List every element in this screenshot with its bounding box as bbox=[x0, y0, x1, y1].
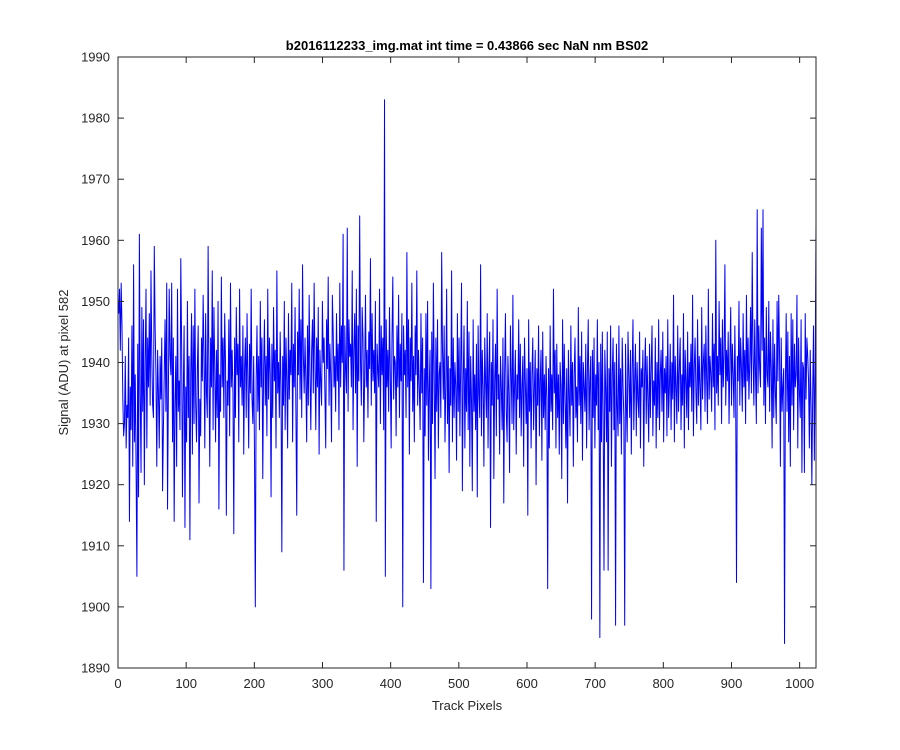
x-tick-label: 500 bbox=[448, 676, 470, 691]
y-tick-label: 1900 bbox=[81, 599, 110, 614]
series-layer bbox=[118, 99, 817, 645]
x-tick-label: 800 bbox=[652, 676, 674, 691]
y-tick-label: 1910 bbox=[81, 538, 110, 553]
y-tick-label: 1990 bbox=[81, 50, 110, 65]
y-tick-label: 1890 bbox=[81, 661, 110, 676]
y-tick-label: 1970 bbox=[81, 172, 110, 187]
x-tick-label: 200 bbox=[243, 676, 265, 691]
x-tick-label: 600 bbox=[516, 676, 538, 691]
y-tick-label: 1980 bbox=[81, 111, 110, 126]
x-tick-label: 300 bbox=[312, 676, 334, 691]
x-tick-label: 1000 bbox=[785, 676, 814, 691]
x-tick-label: 100 bbox=[175, 676, 197, 691]
x-tick-label: 900 bbox=[721, 676, 743, 691]
x-tick-label: 0 bbox=[114, 676, 121, 691]
axes-layer: 0 100 200 300 400 500 600 700 800 900 1000 1890 1900… bbox=[81, 50, 817, 691]
x-tick-label: 400 bbox=[380, 676, 402, 691]
y-tick-label: 1950 bbox=[81, 294, 110, 309]
y-tick-label: 1960 bbox=[81, 233, 110, 248]
y-tick-label: 1940 bbox=[81, 355, 110, 370]
x-axis-label: Track Pixels bbox=[432, 698, 503, 713]
y-axis-label: Signal (ADU) at pixel 582 bbox=[56, 290, 71, 436]
x-tick-label: 700 bbox=[584, 676, 606, 691]
y-tick-label: 1930 bbox=[81, 416, 110, 431]
chart-title: b2016112233_img.mat int time = 0.43866 s… bbox=[286, 38, 648, 53]
series-line-1 bbox=[118, 99, 817, 645]
y-tick-label: 1920 bbox=[81, 477, 110, 492]
